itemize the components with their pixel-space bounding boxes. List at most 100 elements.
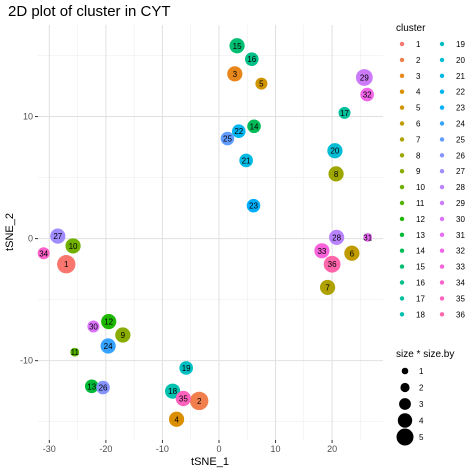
legend-swatch-33 [439,264,445,269]
point-label-23: 23 [249,202,258,211]
point-cluster-24 [100,338,116,354]
size-legend-dot-5 [396,428,414,446]
size-legend-dot-4 [397,413,413,428]
legend-swatch-10 [399,184,405,190]
size-legend-label-3: 3 [419,400,424,409]
legend-label-18: 18 [416,310,425,319]
legend-label-10: 10 [416,183,425,192]
x-tick-label: 20 [327,444,337,454]
point-cluster-1 [57,255,76,274]
point-label-12: 12 [104,318,113,327]
x-axis-label: tSNE_1 [191,456,229,468]
legend-label-13: 13 [416,231,425,240]
point-label-7: 7 [325,283,330,292]
legend-swatch-5 [399,105,405,110]
plot-panel [38,25,383,440]
point-cluster-25 [220,131,235,146]
legend-label-16: 16 [416,279,425,288]
grid-lines [38,25,383,440]
point-label-9: 9 [121,331,126,340]
point-label-25: 25 [223,135,232,144]
point-label-27: 27 [53,232,62,241]
point-cluster-15 [229,38,245,54]
point-label-28: 28 [332,233,341,242]
point-label-32: 32 [363,91,372,100]
point-label-3: 3 [233,70,238,79]
legend-label-28: 28 [456,183,465,192]
size-legend-label-1: 1 [419,367,424,376]
chart-title: 2D plot of cluster in CYT [8,3,171,20]
point-cluster-29 [355,69,373,86]
legend-label-20: 20 [456,56,465,65]
x-axis-ticks: -30 -20 -10 0 10 20 [43,440,337,454]
point-label-31: 31 [363,233,372,242]
size-legend-label-5: 5 [419,433,424,442]
y-tick-label: 0 [28,234,33,244]
point-cluster-23 [246,198,261,213]
point-cluster-17 [338,106,351,119]
point-label-16: 16 [247,55,256,64]
point-cluster-18 [165,383,181,399]
legend-label-11: 11 [416,199,425,208]
legend-swatch-26 [439,153,445,158]
point-cluster-21 [239,153,253,168]
x-tick-label: 10 [271,444,281,454]
legend-label-30: 30 [456,215,465,224]
point-label-17: 17 [340,109,349,118]
point-cluster-4 [168,411,185,427]
legend-swatch-36 [439,312,445,317]
y-axis-ticks: -10 0 10 [20,112,38,366]
legend-label-9: 9 [416,167,421,176]
point-cluster-19 [179,361,193,375]
legend-swatch-21 [439,73,445,79]
legend-swatch-35 [439,296,445,301]
point-label-22: 22 [234,127,243,136]
legend-label-4: 4 [416,88,421,97]
legend-swatch-12 [399,216,405,222]
point-label-11: 11 [71,348,80,357]
point-label-24: 24 [104,342,113,351]
size-legend: 1 2 3 4 5 [396,367,424,446]
point-label-29: 29 [360,73,369,82]
point-label-34: 34 [39,249,48,258]
legend-swatch-8 [399,153,405,158]
legend-label-26: 26 [456,151,465,160]
data-points: 1234567891011121314151617181920212223242… [37,38,374,427]
color-legend: 1234567891011121314151617181920212223242… [399,40,465,319]
point-label-14: 14 [250,122,259,131]
point-label-5: 5 [259,80,264,89]
point-cluster-5 [255,77,268,90]
point-cluster-10 [65,238,81,254]
point-cluster-34 [37,247,50,260]
point-label-1: 1 [64,260,69,269]
point-cluster-9 [115,327,131,343]
legend-label-12: 12 [416,215,425,224]
legend-swatch-23 [439,105,445,110]
point-label-21: 21 [242,156,251,165]
legend-label-8: 8 [416,151,421,160]
legend-label-21: 21 [456,72,465,81]
legend-swatch-25 [439,137,445,142]
point-cluster-14 [247,119,261,134]
legend-swatch-30 [439,216,445,222]
point-cluster-12 [101,314,117,330]
legend-swatch-2 [399,57,405,63]
legend-label-3: 3 [416,72,421,81]
point-cluster-13 [84,379,99,394]
point-cluster-6 [344,245,360,261]
point-label-36: 36 [328,260,337,269]
point-label-10: 10 [69,242,78,251]
legend-label-1: 1 [416,40,421,49]
point-cluster-7 [319,279,336,296]
point-cluster-27 [50,228,66,244]
size-legend-dot-3 [399,398,411,410]
y-tick-label: 10 [23,112,33,122]
legend-label-19: 19 [456,40,465,49]
point-label-35: 35 [179,395,188,404]
point-label-18: 18 [168,387,177,396]
legend-swatch-6 [399,121,405,126]
legend-swatch-28 [439,184,445,190]
legend-label-31: 31 [456,231,465,240]
legend-swatch-19 [439,41,445,47]
